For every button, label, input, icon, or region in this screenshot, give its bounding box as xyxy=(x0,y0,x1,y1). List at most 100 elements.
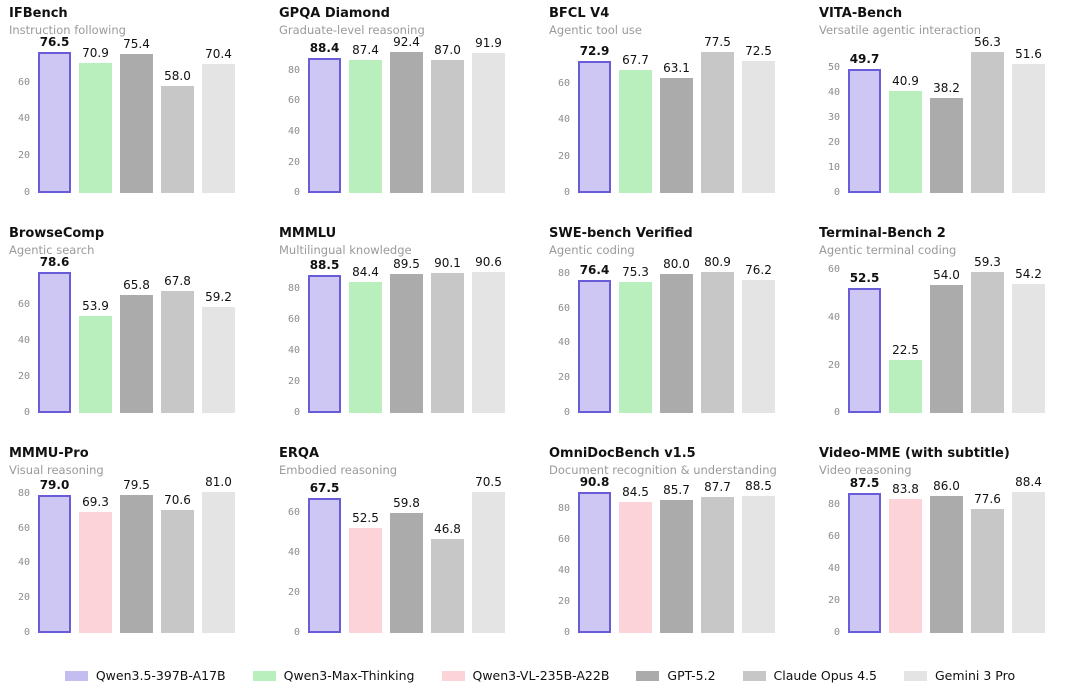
legend-item-gemini-3-pro: Gemini 3 Pro xyxy=(903,668,1016,683)
bar-value-label: 59.3 xyxy=(974,255,1001,270)
bar-value-label: 56.3 xyxy=(974,35,1001,50)
legend-item-qwen3-5-397b-a17b: Qwen3.5-397B-A17B xyxy=(64,668,226,683)
plot-area: 0 20 40 60 80 88.5 84.4 89.5 90.1 90.6 xyxy=(270,255,540,418)
bar-value-label: 51.6 xyxy=(1015,47,1042,61)
chart-title: GPQA Diamond xyxy=(279,6,390,21)
bar-qwen3-max-thinking xyxy=(79,62,112,193)
bar-value-label: 88.4 xyxy=(1015,475,1042,490)
bar-gemini-3-pro xyxy=(1012,492,1045,633)
chart-video-mme-with-subtitle: Video-MME (with subtitle) Video reasoning… xyxy=(810,440,1080,660)
y-tick-label: 20 xyxy=(557,595,570,607)
y-tick-label: 20 xyxy=(17,371,30,383)
bar-value-label: 88.4 xyxy=(309,41,340,56)
y-tick-label: 60 xyxy=(557,78,570,90)
bar-gpt-5-2 xyxy=(120,494,153,633)
bar-gpt-5-2 xyxy=(390,273,423,413)
bar-gemini-3-pro xyxy=(742,495,775,633)
bar-qwen3-5-397b-a17b xyxy=(38,272,71,413)
bar-value-label: 70.9 xyxy=(82,45,109,60)
plot-area: 0 10 20 30 40 50 49.7 40.9 38.2 56.3 51.6 xyxy=(810,35,1080,198)
bar-qwen3-max-thinking xyxy=(79,316,112,413)
bar-gpt-5-2 xyxy=(660,78,693,193)
chart-subtitle: Versatile agentic interaction xyxy=(819,23,982,37)
legend-swatch xyxy=(742,670,766,681)
bar-value-label: 54.0 xyxy=(933,267,960,282)
y-tick-label: 0 xyxy=(833,187,840,198)
bar-gemini-3-pro xyxy=(202,306,235,413)
y-tick-label: 40 xyxy=(287,547,300,558)
y-tick-label: 0 xyxy=(23,187,30,198)
bar-qwen3-vl-235b-a22b xyxy=(349,528,382,633)
legend-label: Gemini 3 Pro xyxy=(934,668,1016,683)
bar-value-label: 46.8 xyxy=(434,522,461,537)
bar-qwen3-5-397b-a17b xyxy=(308,275,341,413)
y-tick-label: 40 xyxy=(17,557,30,569)
bar-qwen3-max-thinking xyxy=(889,90,922,193)
bar-qwen3-max-thinking xyxy=(889,359,922,413)
bar-claude-opus-4-5 xyxy=(971,272,1004,413)
y-tick-label: 0 xyxy=(293,187,300,198)
legend-label: Qwen3.5-397B-A17B xyxy=(95,668,226,683)
y-tick-label: 20 xyxy=(557,372,570,384)
plot-area: 0 20 40 60 76.5 70.9 75.4 58.0 70.4 xyxy=(0,35,270,198)
bar-qwen3-5-397b-a17b xyxy=(308,58,341,193)
bar-qwen3-5-397b-a17b xyxy=(578,60,611,193)
y-tick-label: 20 xyxy=(557,150,570,162)
bar-value-label: 89.5 xyxy=(393,256,420,271)
bar-qwen3-5-397b-a17b xyxy=(578,279,611,413)
bar-gemini-3-pro xyxy=(742,280,775,413)
bar-value-label: 72.9 xyxy=(579,43,610,58)
legend-swatch xyxy=(441,670,465,681)
bar-value-label: 84.4 xyxy=(352,264,379,279)
bar-qwen3-vl-235b-a22b xyxy=(79,512,112,633)
chart-subtitle: Embodied reasoning xyxy=(279,463,398,477)
bar-value-label: 67.7 xyxy=(622,53,649,68)
bar-value-label: 52.5 xyxy=(352,511,379,525)
legend: Qwen3.5-397B-A17B Qwen3-Max-Thinking Qwen3… xyxy=(0,668,1080,683)
bar-gpt-5-2 xyxy=(930,495,963,633)
y-tick-label: 40 xyxy=(557,337,570,349)
chart-title: Video-MME (with subtitle) xyxy=(819,446,1010,461)
chart-title: MMMLU xyxy=(279,226,337,241)
y-tick-label: 0 xyxy=(293,627,300,638)
y-tick-label: 20 xyxy=(827,595,840,607)
chart-title: ERQA xyxy=(279,446,320,461)
chart-subtitle: Agentic terminal coding xyxy=(819,243,957,257)
bar-value-label: 79.5 xyxy=(123,477,150,492)
bar-qwen3-max-thinking xyxy=(619,281,652,413)
legend-item-gpt-5-2: GPT-5.2 xyxy=(636,668,716,683)
legend-swatch xyxy=(903,670,927,681)
chart-erqa: ERQA Embodied reasoning 0 20 40 60 67.5 52.5 59.… xyxy=(270,440,540,660)
chart-title: OmniDocBench v1.5 xyxy=(549,446,696,461)
bar-value-label: 70.4 xyxy=(205,46,232,61)
legend-item-qwen3-vl-235b-a22b: Qwen3-VL-235B-A22B xyxy=(441,668,609,683)
plot-area: 0 20 40 60 80 76.4 75.3 80.0 80.9 76.2 xyxy=(540,255,810,418)
plot-area: 0 20 40 60 80 87.5 83.8 86.0 77.6 88.4 xyxy=(810,475,1080,638)
legend-swatch xyxy=(636,670,660,681)
bar-gpt-5-2 xyxy=(660,499,693,633)
bar-value-label: 86.0 xyxy=(933,478,960,493)
bar-claude-opus-4-5 xyxy=(971,509,1004,633)
plot-area: 0 20 40 60 52.5 22.5 54.0 59.3 54.2 xyxy=(810,255,1080,418)
plot-area: 0 20 40 60 80 90.8 84.5 85.7 87.7 88.5 xyxy=(540,475,810,638)
bar-claude-opus-4-5 xyxy=(701,496,734,633)
bar-value-label: 77.5 xyxy=(704,35,731,50)
bar-value-label: 90.6 xyxy=(475,255,502,270)
bar-qwen3-5-397b-a17b xyxy=(578,492,611,633)
bar-value-label: 67.8 xyxy=(164,274,191,289)
bar-gpt-5-2 xyxy=(390,513,423,633)
bar-gpt-5-2 xyxy=(930,284,963,413)
chart-subtitle: Agentic search xyxy=(9,243,95,257)
y-tick-label: 60 xyxy=(827,264,840,276)
bar-value-label: 80.0 xyxy=(663,256,690,271)
bar-value-label: 76.2 xyxy=(745,263,772,278)
bar-claude-opus-4-5 xyxy=(701,52,734,193)
y-tick-label: 0 xyxy=(293,407,300,418)
chart-mmmlu: MMMLU Multilingual knowledge 0 20 40 60 80 88.5… xyxy=(270,220,540,440)
chart-subtitle: Document recognition & understanding xyxy=(549,463,777,477)
y-tick-label: 80 xyxy=(557,502,570,514)
bar-value-label: 58.0 xyxy=(164,69,191,84)
bar-qwen3-5-397b-a17b xyxy=(308,498,341,633)
y-tick-label: 20 xyxy=(17,150,30,162)
